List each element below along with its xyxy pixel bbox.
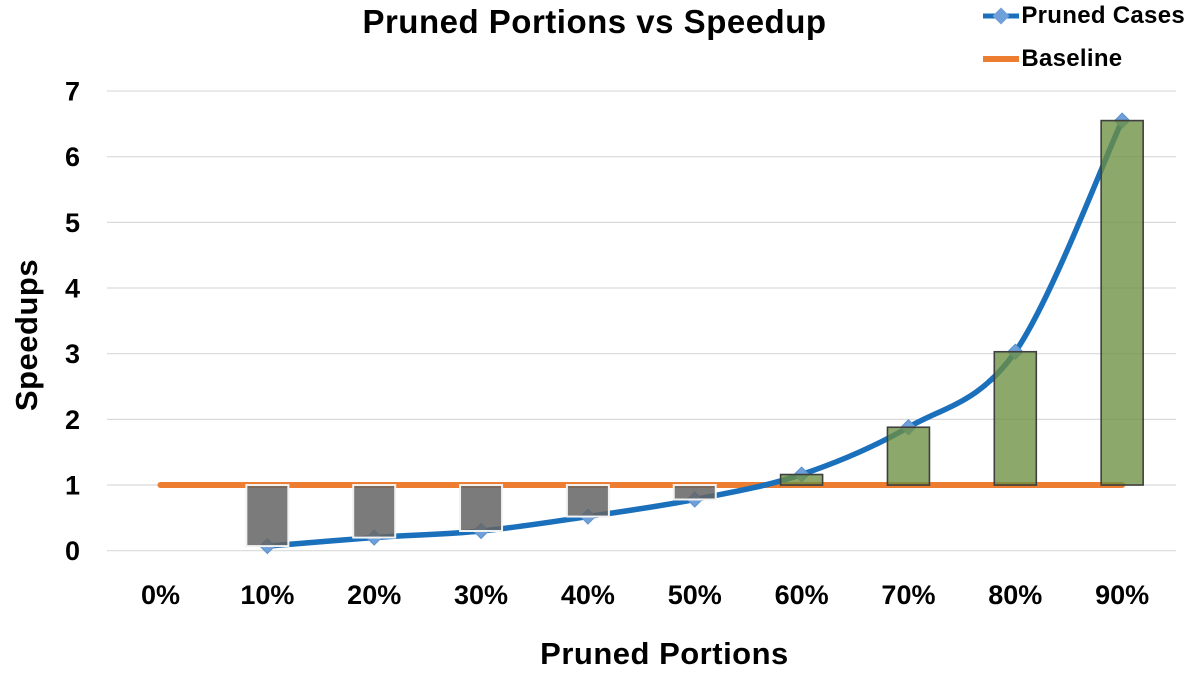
chart-title: Pruned Portions vs Speedup xyxy=(362,3,827,40)
y-tick-label: 2 xyxy=(65,405,80,435)
x-tick-label: 40% xyxy=(561,580,615,610)
y-tick-label: 5 xyxy=(65,208,80,238)
legend-label-pruned-cases: Pruned Cases xyxy=(1021,2,1185,29)
x-tick-label: 10% xyxy=(240,580,294,610)
speedup-bar xyxy=(459,484,504,533)
y-tick-label: 1 xyxy=(65,471,80,501)
x-tick-label: 50% xyxy=(668,580,722,610)
x-tick-label: 0% xyxy=(141,580,180,610)
baseline-line-icon xyxy=(983,56,1020,62)
x-tick-label: 30% xyxy=(454,580,508,610)
x-tick-label: 90% xyxy=(1095,580,1149,610)
x-tick-label: 20% xyxy=(347,580,401,610)
speedup-bar xyxy=(245,484,290,548)
x-tick-label: 70% xyxy=(881,580,935,610)
y-tick-label: 7 xyxy=(65,77,80,107)
pruned-cases-line-marker-icon xyxy=(983,7,1020,25)
legend-item-baseline: Baseline xyxy=(981,45,1185,73)
y-axis-title: Speedups xyxy=(9,258,44,412)
speedup-bar xyxy=(352,484,397,539)
legend: Pruned Cases Baseline xyxy=(981,2,1185,73)
speedup-bar xyxy=(779,473,824,486)
legend-label-baseline: Baseline xyxy=(1021,45,1123,72)
x-tick-label: 80% xyxy=(988,580,1042,610)
y-tick-label: 4 xyxy=(65,274,80,304)
speedup-bar xyxy=(993,350,1038,486)
x-tick-label: 60% xyxy=(775,580,829,610)
speedup-bar xyxy=(1100,119,1144,486)
y-tick-label: 3 xyxy=(65,339,80,369)
y-tick-label: 6 xyxy=(65,142,80,172)
legend-item-pruned-cases: Pruned Cases xyxy=(981,2,1185,30)
speedup-bar xyxy=(672,484,717,501)
x-axis-title: Pruned Portions xyxy=(540,636,789,671)
speedup-bar xyxy=(565,484,610,518)
y-tick-label: 0 xyxy=(65,536,80,566)
speedup-bar xyxy=(886,426,931,486)
